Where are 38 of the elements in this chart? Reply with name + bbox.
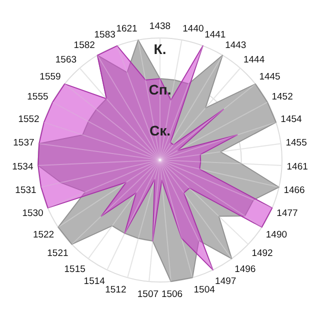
y-tick-label: Ск. <box>149 122 171 138</box>
spoke-label: 1530 <box>22 208 44 220</box>
spoke-label: 1438 <box>149 21 171 32</box>
spoke-label: 1537 <box>13 137 34 148</box>
y-tick-label: К. <box>154 41 166 57</box>
spoke-label: 1445 <box>259 72 280 83</box>
spoke-label: 1455 <box>286 137 307 148</box>
spoke-label: 1454 <box>280 114 302 125</box>
spoke-label: 1496 <box>234 264 256 275</box>
spoke-label: 1506 <box>161 288 183 300</box>
spoke-label: 1461 <box>286 161 308 172</box>
spoke-label: 1452 <box>272 92 293 103</box>
spoke-label: 1582 <box>74 40 95 52</box>
spoke-label: 1441 <box>204 30 226 41</box>
spoke-label: 1522 <box>32 229 54 240</box>
spoke-label: 1444 <box>243 54 265 66</box>
spoke-label: 1563 <box>55 54 77 66</box>
spoke-label: 1466 <box>284 185 305 196</box>
spoke-label: 1507 <box>137 288 159 300</box>
spoke-label: 1514 <box>84 276 105 288</box>
spoke-label: 1497 <box>215 276 236 288</box>
spoke-label: 1531 <box>15 185 36 196</box>
spoke-label: 1440 <box>182 23 204 34</box>
spoke-label: 1492 <box>252 248 273 260</box>
spoke-label: 1521 <box>47 248 68 260</box>
spoke-label: 1559 <box>40 72 61 83</box>
spoke-label: 1621 <box>116 23 138 34</box>
spoke-label: 1504 <box>194 284 215 296</box>
spoke-label: 1555 <box>27 92 48 103</box>
spoke-label: 1490 <box>266 229 288 240</box>
spoke-label: 1552 <box>18 114 40 125</box>
spoke-label: 1515 <box>64 264 86 275</box>
spoke-label: 1477 <box>276 208 298 220</box>
spoke-label: 1534 <box>12 161 34 172</box>
y-tick-label: Сп. <box>148 82 172 98</box>
spoke-label: 1583 <box>94 30 116 41</box>
spoke-label: 1512 <box>105 284 126 296</box>
spoke-label: 1443 <box>225 40 246 52</box>
